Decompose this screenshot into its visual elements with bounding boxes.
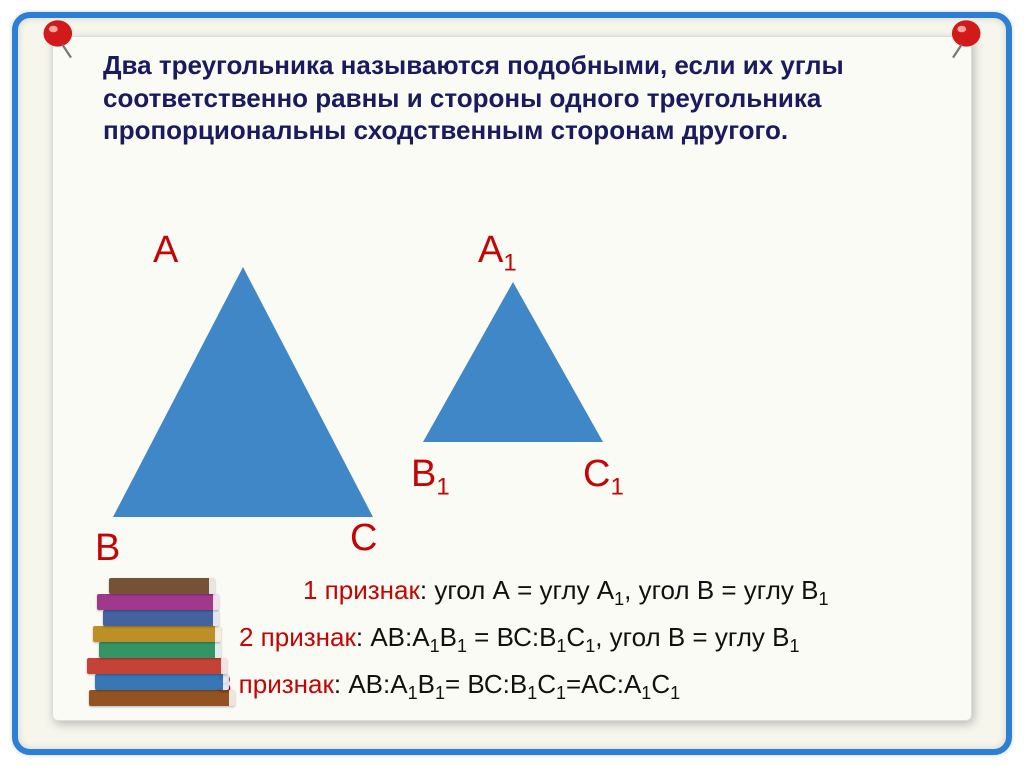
vertex-C1: С1	[583, 453, 624, 502]
criterion-1-text: угол А = углу А1, угол В = углу В1	[434, 575, 828, 605]
slide-frame: Два треугольника называются подобными, е…	[12, 12, 1012, 755]
criterion-1: 1 признак: угол А = углу А1, угол В = уг…	[303, 575, 828, 606]
definition-text: Два треугольника называются подобными, е…	[103, 49, 921, 147]
book	[89, 690, 235, 706]
book	[109, 578, 215, 594]
book	[103, 610, 219, 626]
vertex-C1-sub: 1	[610, 474, 623, 501]
book-stack-icon	[79, 576, 229, 706]
vertex-A1-letter: А	[478, 229, 503, 271]
vertex-A: А	[153, 229, 178, 272]
pushpin-left-icon	[38, 18, 82, 62]
vertex-A1: А1	[478, 229, 517, 278]
criterion-1-label: 1 признак:	[303, 575, 434, 605]
book	[95, 674, 229, 690]
vertex-C1-letter: С	[583, 453, 610, 495]
vertex-B1: В1	[411, 453, 450, 502]
criterion-2-label: 2 признак:	[239, 622, 370, 652]
book	[87, 658, 227, 674]
criterion-3-label: 3 признак:	[217, 669, 348, 699]
vertex-C: С	[350, 517, 377, 560]
book	[97, 594, 219, 610]
vertex-A1-sub: 1	[503, 250, 516, 277]
content-panel: Два треугольника называются подобными, е…	[52, 36, 972, 721]
vertex-B1-sub: 1	[436, 474, 449, 501]
criterion-2-text: АВ:А1В1 = ВС:В1С1, угол В = углу В1	[370, 622, 799, 652]
triangle-small	[423, 282, 603, 442]
pushpin-right-icon	[942, 18, 986, 62]
triangle-large	[113, 267, 373, 517]
criterion-3-text: АВ:А1В1= ВС:В1С1=АС:А1С1	[348, 669, 680, 699]
vertex-B1-letter: В	[411, 453, 436, 495]
vertex-B: В	[95, 527, 120, 570]
criterion-2: 2 признак: АВ:А1В1 = ВС:В1С1, угол В = у…	[239, 622, 800, 653]
book	[93, 626, 221, 642]
criterion-3: 3 признак: АВ:А1В1= ВС:В1С1=АС:А1С1	[217, 669, 680, 700]
book	[99, 642, 221, 658]
